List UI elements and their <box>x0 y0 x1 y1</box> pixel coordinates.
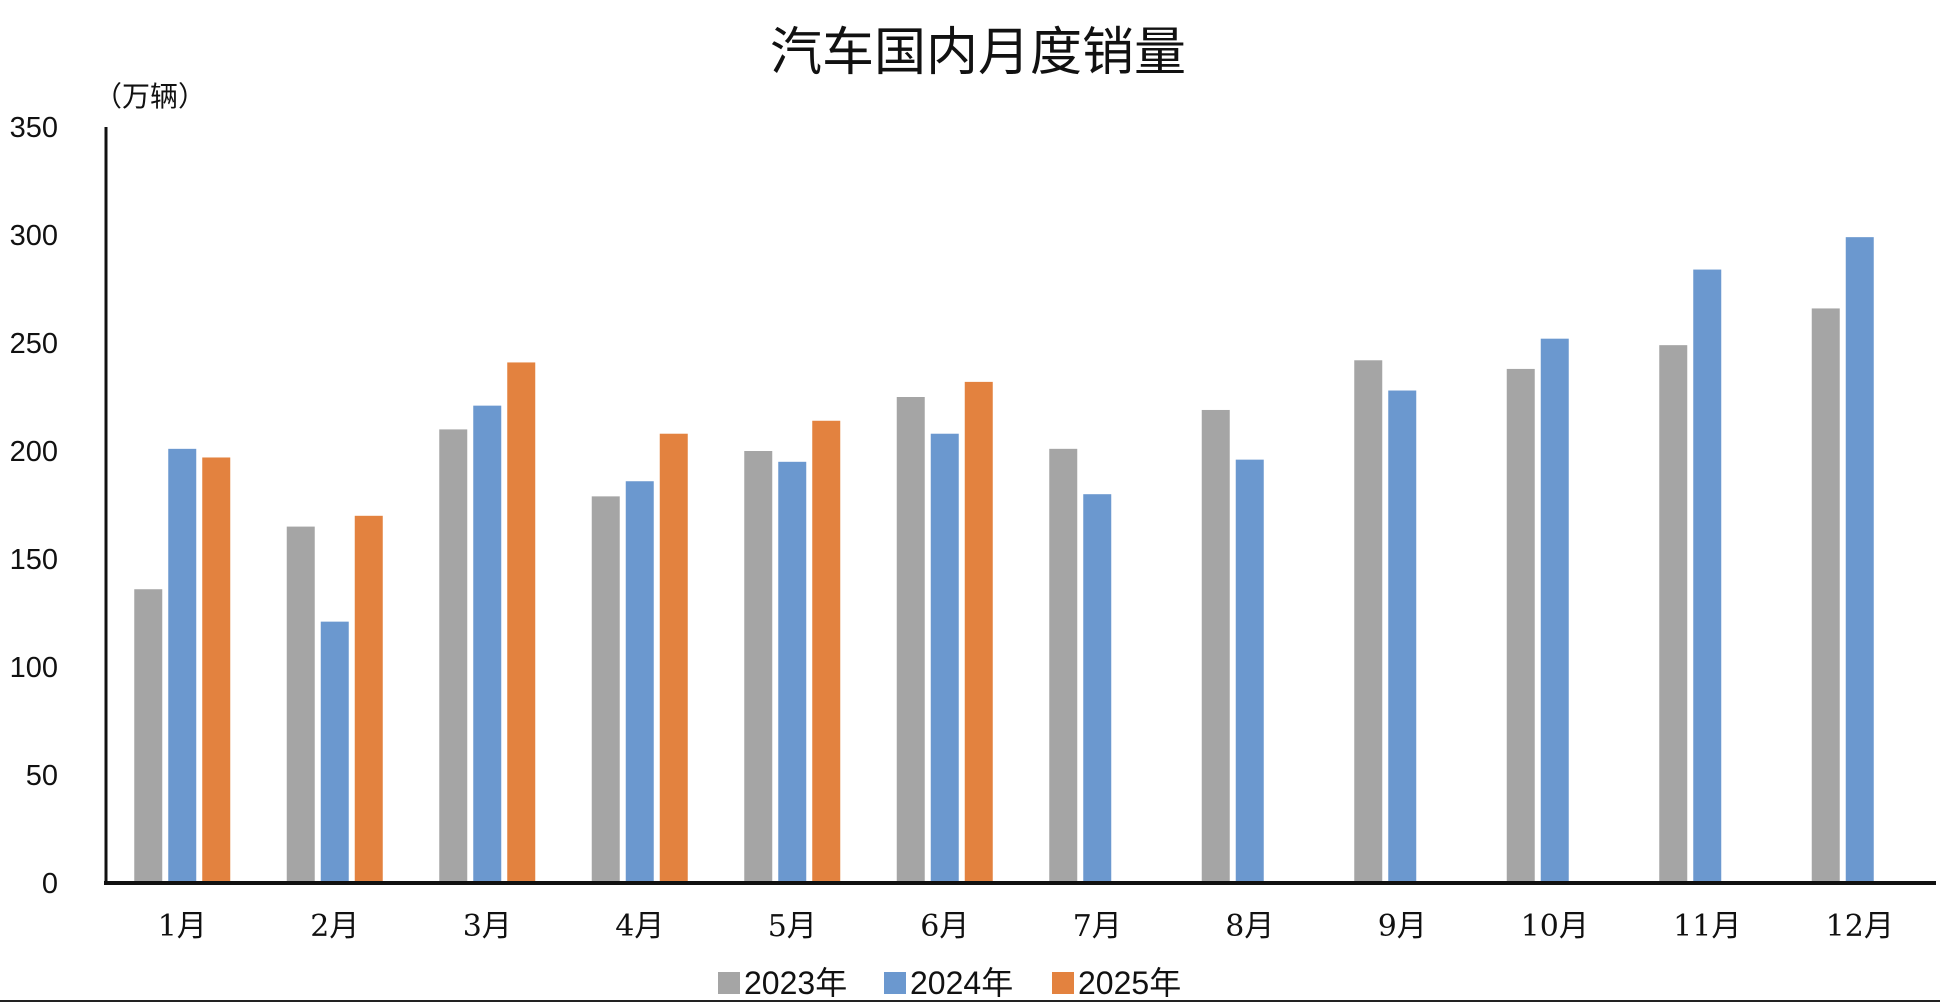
y-tick-label: 350 <box>10 112 58 144</box>
bar-2025年-2月 <box>354 515 383 883</box>
x-tick-label: 12月 <box>1826 909 1894 944</box>
bar-2024年-1月 <box>168 448 197 883</box>
bar-2025年-5月 <box>812 420 841 883</box>
bar-2025年-1月 <box>202 457 231 883</box>
bar-2025年-3月 <box>507 362 536 883</box>
bar-2023年-6月 <box>896 397 925 883</box>
x-tick-label: 10月 <box>1521 909 1589 944</box>
y-tick-label: 250 <box>10 328 58 360</box>
bar-2024年-11月 <box>1693 269 1722 883</box>
bar-2023年-7月 <box>1049 448 1078 883</box>
y-tick-label: 0 <box>42 868 58 900</box>
x-tick-label: 3月 <box>463 909 512 944</box>
legend-swatch-2025年 <box>1052 972 1074 994</box>
x-axis-ticks: 1月 2月 3月 4月 5月 6月 7月 8月 9月 10月 11月 12月 <box>158 909 1894 944</box>
bar-2023年-5月 <box>744 451 773 883</box>
legend-label: 2023年 <box>744 965 847 1001</box>
bar-2023年-3月 <box>439 429 468 883</box>
bottom-border <box>0 1000 1940 1002</box>
y-tick-label: 50 <box>26 760 58 792</box>
y-tick-label: 300 <box>10 220 58 252</box>
legend-swatch-2023年 <box>718 972 740 994</box>
x-tick-label: 4月 <box>615 909 664 944</box>
legend: 2023年 2024年 2025年 <box>718 965 1181 1001</box>
bar-2023年-1月 <box>134 589 163 883</box>
bar-2023年-4月 <box>591 496 620 883</box>
bar-2024年-4月 <box>625 481 654 883</box>
bar-2024年-3月 <box>473 405 502 883</box>
x-tick-label: 1月 <box>158 909 207 944</box>
bar-2024年-9月 <box>1388 390 1417 883</box>
bar-2023年-12月 <box>1811 308 1840 883</box>
legend-label: 2025年 <box>1078 965 1181 1001</box>
x-tick-label: 8月 <box>1225 909 1274 944</box>
y-tick-label: 150 <box>10 544 58 576</box>
bar-2024年-7月 <box>1083 494 1112 883</box>
bar-2024年-2月 <box>320 621 349 883</box>
bar-2024年-5月 <box>778 461 807 883</box>
y-unit-label: （万辆） <box>94 80 206 113</box>
bar-2025年-4月 <box>659 433 688 883</box>
bar-2024年-8月 <box>1235 459 1264 883</box>
x-tick-label: 6月 <box>920 909 969 944</box>
x-tick-label: 2月 <box>310 909 359 944</box>
x-tick-label: 11月 <box>1673 909 1741 944</box>
bar-2025年-6月 <box>964 381 993 883</box>
bar-2024年-10月 <box>1540 338 1569 883</box>
y-axis-ticks: 0 50 100 150 200 250 300 350 <box>10 112 58 900</box>
legend-label: 2024年 <box>910 965 1013 1001</box>
y-tick-label: 100 <box>10 652 58 684</box>
y-tick-label: 200 <box>10 436 58 468</box>
bar-2023年-2月 <box>286 526 315 883</box>
legend-swatch-2024年 <box>884 972 906 994</box>
bar-2023年-10月 <box>1506 368 1535 883</box>
bars <box>134 237 1874 883</box>
bar-2023年-9月 <box>1354 360 1383 883</box>
bar-2024年-6月 <box>930 433 959 883</box>
x-tick-label: 7月 <box>1073 909 1122 944</box>
bar-2023年-8月 <box>1201 409 1230 883</box>
chart-title: 汽车国内月度销量 <box>770 23 1186 83</box>
bar-2023年-11月 <box>1659 345 1688 883</box>
x-tick-label: 5月 <box>768 909 817 944</box>
bar-2024年-12月 <box>1845 237 1874 883</box>
x-tick-label: 9月 <box>1378 909 1427 944</box>
